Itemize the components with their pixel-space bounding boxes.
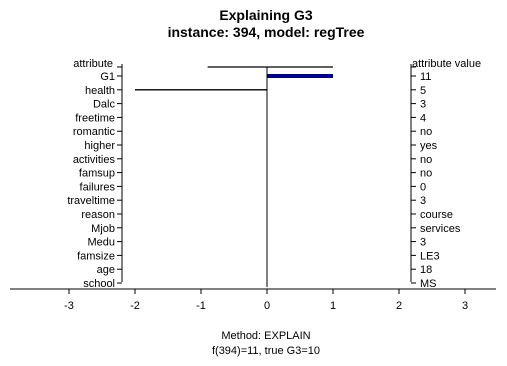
attribute-value: 3 (420, 99, 426, 111)
attribute-value: 11 (420, 71, 431, 83)
footer-prediction: f(394)=11, true G3=10 (212, 345, 320, 357)
attribute-value: no (420, 154, 432, 166)
right-header: attribute value (412, 58, 481, 70)
x-tick-label: 1 (330, 300, 336, 312)
attribute-value: 3 (420, 195, 426, 207)
attribute-value: MS (420, 278, 437, 290)
attribute-value: 3 (420, 237, 426, 249)
attribute-label: activities (73, 154, 116, 166)
x-tick-label: -1 (196, 300, 206, 312)
attribute-label: age (97, 264, 115, 276)
left-header: attribute (73, 58, 113, 70)
chart-marks (135, 66, 333, 287)
attribute-label: reason (81, 209, 115, 221)
attribute-value: 5 (420, 85, 426, 97)
attribute-value: 0 (420, 181, 426, 193)
attribute-label: Medu (87, 237, 115, 249)
attribute-label: freetime (75, 112, 115, 124)
attribute-value: services (420, 223, 461, 235)
x-tick-label: 0 (264, 300, 270, 312)
attribute-label: romantic (73, 126, 116, 138)
attribute-label: traveltime (67, 195, 115, 207)
footer-method: Method: EXPLAIN (221, 330, 310, 342)
attribute-label: famsup (79, 168, 115, 180)
attribute-value: course (420, 209, 453, 221)
attribute-label: failures (80, 181, 116, 193)
x-tick-label: 3 (462, 300, 468, 312)
attribute-label: higher (84, 140, 115, 152)
x-axis-ticks: -3 -2 -1 0 1 2 3 (64, 289, 468, 312)
x-tick-label: 2 (396, 300, 402, 312)
attribute-value: LE3 (420, 250, 440, 262)
attribute-value: 18 (420, 264, 432, 276)
x-tick-label: -3 (64, 300, 74, 312)
attribute-value: 4 (420, 112, 426, 124)
attribute-value: yes (420, 140, 438, 152)
attribute-label: G1 (100, 71, 115, 83)
x-tick-label: -2 (130, 300, 140, 312)
attribute-label: Mjob (91, 223, 115, 235)
chart-subtitle: instance: 394, model: regTree (168, 24, 365, 40)
attribute-label: health (85, 85, 115, 97)
attribute-value: no (420, 168, 432, 180)
attribute-label: school (83, 278, 115, 290)
attribute-label: Dalc (93, 99, 116, 111)
attribute-rows: G1 11 health 5 Dalc 3 freetime 4 romantic no highe… (67, 66, 461, 290)
chart-title: Explaining G3 (219, 7, 313, 23)
attribute-value: no (420, 126, 432, 138)
attribute-label: famsize (77, 250, 115, 262)
